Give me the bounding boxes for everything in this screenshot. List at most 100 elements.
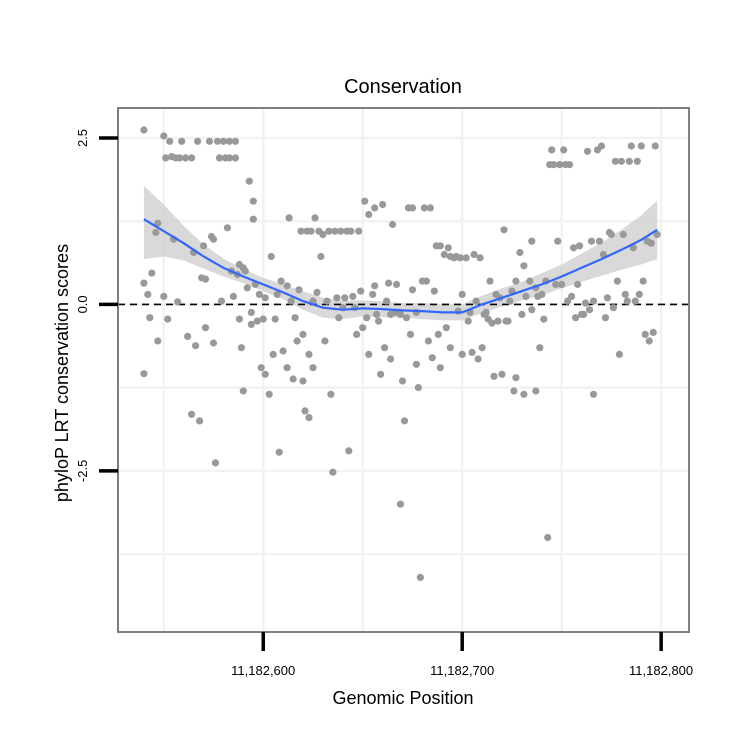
data-point [140,126,148,134]
data-point [428,354,436,362]
data-point [589,297,598,305]
data-point [365,210,373,219]
data-point [458,350,466,358]
data-point [440,250,448,259]
data-point [587,237,596,245]
data-point [357,287,365,295]
data-point [488,319,496,327]
data-point [504,317,512,325]
data-point [327,390,335,398]
panel-border [117,107,690,633]
data-point [249,197,257,205]
x-tick-label: 11,182,600 [231,663,295,678]
data-point [223,224,231,232]
data-point [219,137,227,145]
data-point [154,337,162,345]
data-point [307,227,315,235]
data-point [213,137,222,145]
data-point [580,310,588,318]
data-point [253,317,261,325]
data-point [305,350,313,358]
data-point [205,137,214,145]
data-point [174,298,182,306]
data-point [631,297,639,305]
data-point [160,132,168,140]
data-point [554,237,562,245]
data-point [249,215,257,223]
data-point [550,161,558,169]
data-point [225,154,233,162]
y-axis: 2.5 0.0 -2.5 [75,129,118,482]
data-point [528,237,536,245]
data-point [454,307,462,315]
data-point [613,277,622,285]
data-point [371,282,379,290]
data-point [277,277,285,285]
data-point [285,214,293,222]
data-point [609,304,618,312]
data-point [383,297,391,305]
data-point [444,244,452,252]
data-point [512,374,520,382]
data-point [152,228,160,237]
data-point [552,280,560,288]
data-point [140,370,148,378]
data-point [621,290,629,298]
data-point [247,320,255,328]
panel-background [118,108,689,632]
data-point [365,350,373,358]
y-tick-label: -2.5 [75,460,90,482]
data-point [293,337,301,345]
data-point [406,330,415,338]
data-point [468,348,476,356]
data-point [538,290,546,298]
data-point [235,315,243,323]
data-point [474,355,482,363]
data-point [398,377,407,385]
data-point [560,146,568,154]
data-point [333,294,341,302]
data-point [647,239,655,247]
data-point [615,350,624,358]
data-point [494,317,502,325]
data-point [458,290,466,298]
data-point [597,142,606,150]
data-point [261,370,269,378]
data-point [345,447,353,455]
x-axis: 11,182,600 11,182,700 11,182,800 [231,632,693,678]
data-point [430,287,438,295]
data-point [408,204,417,212]
data-point [400,417,409,425]
data-point [291,314,299,322]
data-point [311,214,319,222]
data-point [653,230,661,239]
data-point [635,290,643,298]
data-point [164,315,172,323]
data-point [476,254,484,262]
smooth-fit-line [143,218,658,314]
data-point [237,344,245,352]
data-point [146,314,154,322]
data-point [629,244,637,252]
data-point [568,292,576,300]
data-point [192,342,200,350]
data-point [536,344,544,352]
data-point [583,147,592,155]
data-point [486,277,494,285]
data-point [217,297,226,305]
data-point [510,387,518,395]
data-point [387,355,395,363]
data-point [369,290,377,298]
data-point [611,157,620,165]
data-point [255,290,263,298]
data-point [564,297,572,305]
data-point [641,330,649,338]
data-point [585,306,594,314]
x-tick-label: 11,182,700 [430,663,494,678]
data-point [392,280,401,288]
data-point [337,227,345,235]
data-point [385,279,393,287]
data-point [317,252,325,261]
y-tick-label: 2.5 [75,129,90,147]
data-point [265,390,273,398]
